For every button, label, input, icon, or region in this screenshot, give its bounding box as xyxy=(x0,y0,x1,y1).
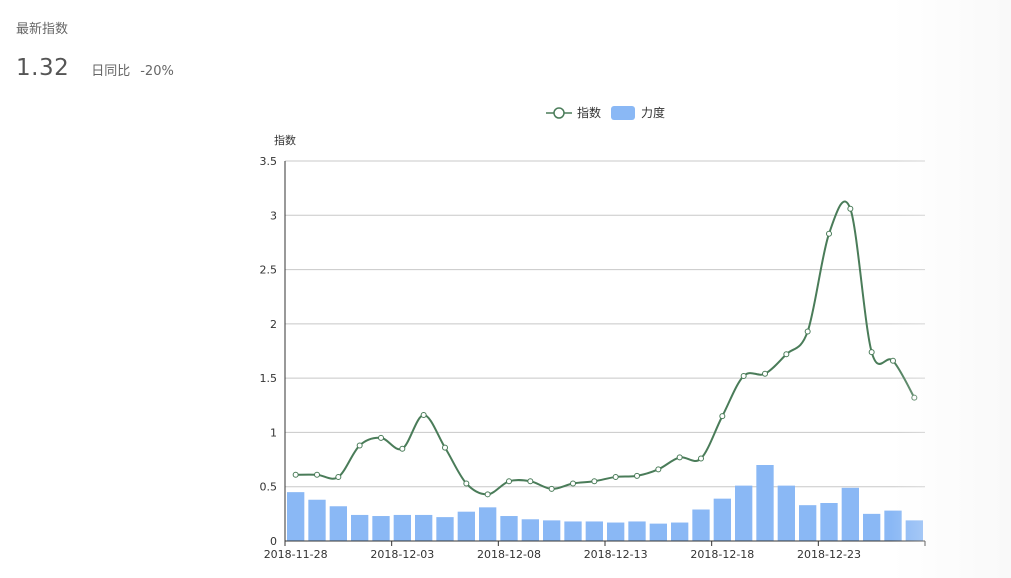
x-tick-label: 2018-12-18 xyxy=(690,548,754,561)
bar xyxy=(543,520,561,541)
bar xyxy=(777,485,795,541)
line-point xyxy=(570,480,576,487)
bar xyxy=(820,503,838,541)
legend-label-strength: 力度 xyxy=(641,105,665,120)
line-point xyxy=(442,444,448,451)
bar xyxy=(863,513,881,541)
line-point xyxy=(591,478,598,485)
x-tick-label: 2018-12-03 xyxy=(370,548,434,561)
bar xyxy=(308,499,326,541)
bar-series xyxy=(287,465,923,541)
bar xyxy=(436,517,454,541)
bar xyxy=(841,487,859,541)
line-point xyxy=(335,473,342,480)
line-point xyxy=(783,351,790,358)
bar xyxy=(671,522,689,541)
line-point xyxy=(655,466,662,473)
line-point xyxy=(548,485,555,492)
y-tick-label: 2 xyxy=(270,318,277,331)
grid-lines xyxy=(285,160,925,488)
bar xyxy=(351,514,369,541)
bar xyxy=(479,507,497,541)
line-point xyxy=(463,480,470,487)
latest-index-value: 1.32 xyxy=(16,55,70,81)
bar xyxy=(329,506,347,541)
line-point xyxy=(719,413,726,420)
bar xyxy=(287,492,305,541)
line-point xyxy=(314,471,320,478)
line-point xyxy=(698,455,704,462)
index-line xyxy=(295,200,916,496)
line-series xyxy=(292,200,918,498)
line-point xyxy=(847,205,854,212)
legend-item-strength[interactable]: 力度 xyxy=(611,105,665,120)
bar xyxy=(415,514,433,541)
x-tick-label: 2018-11-28 xyxy=(264,548,328,561)
line-point xyxy=(868,349,875,356)
x-tick-label: 2018-12-13 xyxy=(584,548,648,561)
latest-index-row: 1.32 日同比 -20% xyxy=(16,55,174,81)
line-point xyxy=(762,370,768,377)
line-point xyxy=(527,478,534,485)
bar xyxy=(564,521,582,541)
line-point xyxy=(911,394,918,401)
line-point xyxy=(676,454,683,461)
line-point xyxy=(634,472,640,479)
line-point xyxy=(484,491,491,498)
bar xyxy=(649,523,667,541)
y-tick-label: 3.5 xyxy=(260,155,278,168)
line-point xyxy=(826,230,832,237)
line-point xyxy=(378,434,384,441)
yoy-label: 日同比 xyxy=(91,64,131,79)
line-point xyxy=(506,478,512,485)
y-tick-label: 0.5 xyxy=(260,481,278,494)
y-tick-label: 0 xyxy=(270,535,277,548)
bar xyxy=(372,516,390,541)
bar xyxy=(692,509,710,541)
line-point xyxy=(420,412,427,419)
line-point xyxy=(740,372,747,379)
bar xyxy=(585,521,603,541)
legend-item-index[interactable]: 指数 xyxy=(546,105,601,120)
bar xyxy=(713,498,731,541)
bar xyxy=(607,522,625,541)
bar xyxy=(628,521,646,541)
page-title: 最新指数 xyxy=(16,22,69,37)
x-tick-label: 2018-12-23 xyxy=(797,548,861,561)
chart-legend[interactable]: 指数 力度 xyxy=(546,105,665,120)
x-tick-label: 2018-12-08 xyxy=(477,548,541,561)
yoy-value: -20% xyxy=(140,64,174,79)
bar xyxy=(756,465,774,541)
line-point xyxy=(612,473,619,480)
y-tick-label: 3 xyxy=(270,209,277,222)
y-tick-label: 1 xyxy=(270,426,277,439)
bar xyxy=(884,510,902,541)
y-tick-label: 2.5 xyxy=(260,264,278,277)
bar xyxy=(500,516,518,541)
y-axis-title: 指数 xyxy=(274,133,296,147)
bar xyxy=(735,485,753,541)
line-point xyxy=(804,328,811,335)
line-point xyxy=(890,357,896,364)
legend-label-index: 指数 xyxy=(577,105,601,120)
bar xyxy=(457,511,475,541)
y-tick-label: 1.5 xyxy=(260,372,278,385)
line-point xyxy=(292,471,299,478)
line-point xyxy=(399,445,406,452)
axes: 0 0.5 1 1.5 2 2.5 3 3.5 2018-11-28 2018-12-03 2018… xyxy=(260,155,926,561)
bar xyxy=(905,520,923,541)
bar xyxy=(393,514,411,541)
bar xyxy=(799,505,817,541)
line-point xyxy=(356,442,363,449)
bar xyxy=(521,519,539,541)
